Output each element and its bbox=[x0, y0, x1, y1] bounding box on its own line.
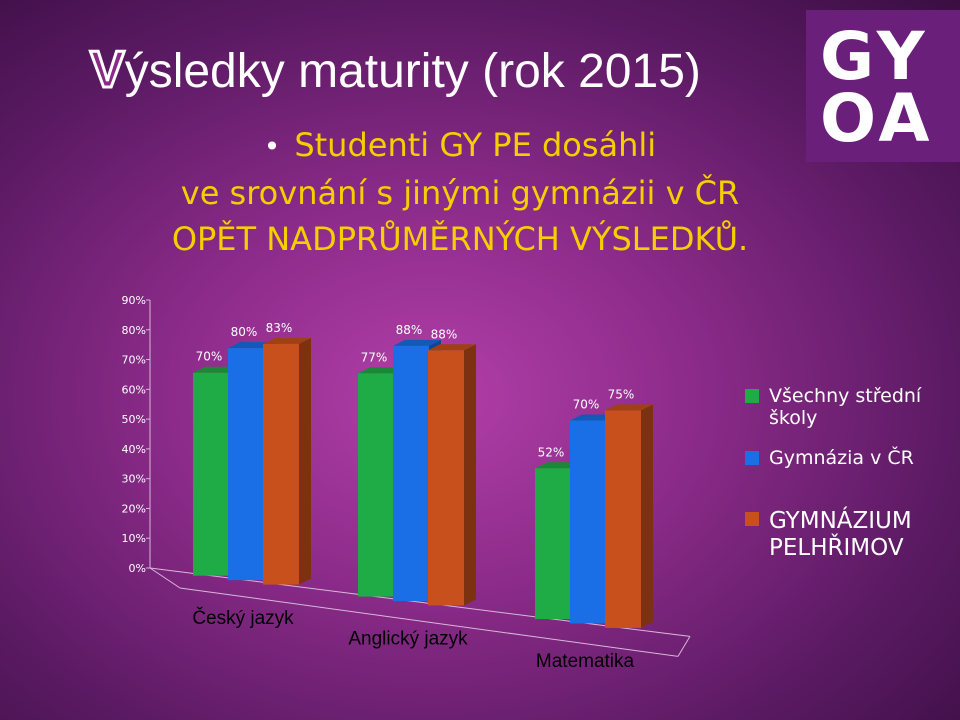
bullet-dot-icon: • bbox=[263, 130, 281, 163]
legend-label: Všechny střední školy bbox=[769, 385, 922, 429]
bar bbox=[570, 420, 606, 624]
bullet-line-3: OPĚT NADPRŮMĚRNÝCH VÝSLEDKŮ. bbox=[171, 220, 749, 258]
data-label: 70% bbox=[196, 350, 223, 364]
legend-swatch bbox=[745, 451, 759, 465]
bar bbox=[358, 373, 394, 597]
title-rest: ýsledky maturity (rok 2015) bbox=[124, 45, 701, 98]
floor-front-edge bbox=[179, 587, 679, 657]
y-tick-label: 20% bbox=[122, 502, 146, 515]
bar-top bbox=[393, 339, 441, 346]
data-label: 77% bbox=[361, 350, 388, 364]
legend-label: GYMNÁZIUM PELHŘIMOV bbox=[769, 508, 912, 561]
bar-top bbox=[263, 337, 311, 344]
logo-line-1: GY bbox=[820, 18, 929, 95]
bar-top bbox=[605, 404, 653, 411]
y-tick-label: 0% bbox=[129, 562, 146, 575]
slide-title: Výsledky maturity (rok 2015) bbox=[89, 40, 701, 101]
logo-line-2: OA bbox=[820, 80, 934, 157]
category-label: Anglický jazyk bbox=[348, 629, 468, 650]
data-label: 52% bbox=[538, 445, 565, 459]
bar bbox=[605, 410, 641, 628]
bar bbox=[228, 348, 264, 581]
y-tick-label: 80% bbox=[122, 324, 146, 337]
bullet-line-2: ve srovnání s jinými gymnázii v ČR bbox=[180, 174, 740, 212]
data-label: 70% bbox=[573, 397, 600, 411]
y-tick-label: 60% bbox=[122, 383, 146, 396]
y-tick-label: 40% bbox=[122, 443, 146, 456]
data-label: 88% bbox=[431, 327, 458, 341]
bar-top bbox=[428, 344, 476, 351]
floor-left-edge bbox=[149, 567, 181, 589]
bar bbox=[263, 343, 299, 585]
legend-swatch bbox=[745, 389, 759, 403]
bar-side bbox=[299, 337, 311, 585]
legend-label: Gymnázia v ČR bbox=[769, 447, 914, 469]
bar bbox=[535, 468, 571, 620]
title-initial: V bbox=[89, 40, 127, 101]
y-tick-label: 50% bbox=[122, 413, 146, 426]
bar bbox=[393, 345, 429, 602]
data-label: 75% bbox=[608, 387, 635, 401]
category-label: Matematika bbox=[536, 651, 635, 672]
bar bbox=[428, 350, 464, 606]
data-label: 83% bbox=[266, 321, 293, 335]
bullet-point: • Studenti GY PE dosáhli ve srovnání s ji… bbox=[140, 122, 780, 262]
bar bbox=[193, 372, 229, 576]
data-label: 88% bbox=[396, 323, 423, 337]
y-tick-label: 30% bbox=[122, 473, 146, 486]
category-label: Český jazyk bbox=[192, 607, 294, 629]
floor-right-edge bbox=[677, 636, 691, 657]
data-label: 80% bbox=[231, 325, 258, 339]
y-tick-label: 90% bbox=[122, 294, 146, 307]
legend-swatch bbox=[745, 512, 759, 526]
y-tick-label: 10% bbox=[122, 532, 146, 545]
school-logo: GY OA bbox=[806, 10, 960, 162]
y-tick-label: 70% bbox=[122, 354, 146, 367]
bar-side bbox=[464, 344, 476, 606]
bullet-line-1: Studenti GY PE dosáhli bbox=[294, 126, 657, 164]
bar-side bbox=[641, 404, 653, 628]
